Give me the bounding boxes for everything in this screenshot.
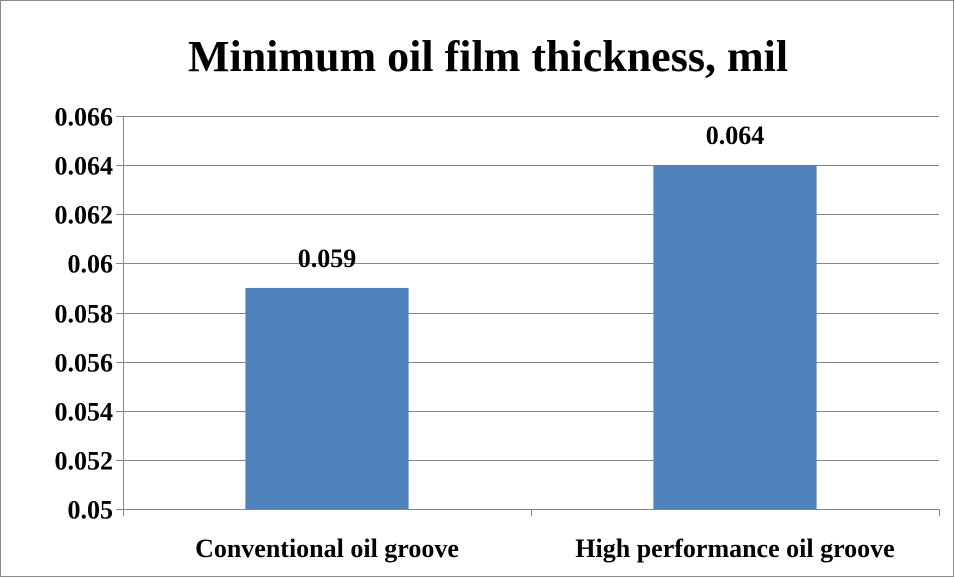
y-tick-label: 0.058 bbox=[55, 300, 114, 329]
y-tick-label: 0.066 bbox=[55, 103, 114, 132]
data-label: 0.064 bbox=[706, 121, 765, 150]
y-tick-label: 0.05 bbox=[68, 496, 114, 525]
category-label: Conventional oil groove bbox=[195, 534, 459, 563]
data-label: 0.059 bbox=[298, 244, 357, 273]
data-labels: 0.059 0.064 bbox=[298, 121, 765, 273]
bars bbox=[245, 165, 817, 509]
y-tick-label: 0.054 bbox=[55, 398, 114, 427]
y-tick-label: 0.062 bbox=[55, 201, 114, 230]
y-tick-label: 0.056 bbox=[55, 349, 114, 378]
category-label: High performance oil groove bbox=[575, 534, 894, 563]
bar bbox=[653, 165, 817, 509]
axes bbox=[116, 116, 940, 516]
chart-title: Minimum oil film thickness, mil bbox=[188, 32, 788, 81]
y-tick-label: 0.064 bbox=[55, 152, 114, 181]
y-tick-label: 0.052 bbox=[55, 447, 114, 476]
y-axis-tick-labels: 0.05 0.052 0.054 0.056 0.058 0.06 0.062 0.064 0.… bbox=[55, 103, 114, 525]
bar bbox=[245, 287, 409, 509]
x-axis-category-labels: Conventional oil groove High performance … bbox=[195, 534, 895, 563]
y-tick-label: 0.06 bbox=[68, 250, 114, 279]
